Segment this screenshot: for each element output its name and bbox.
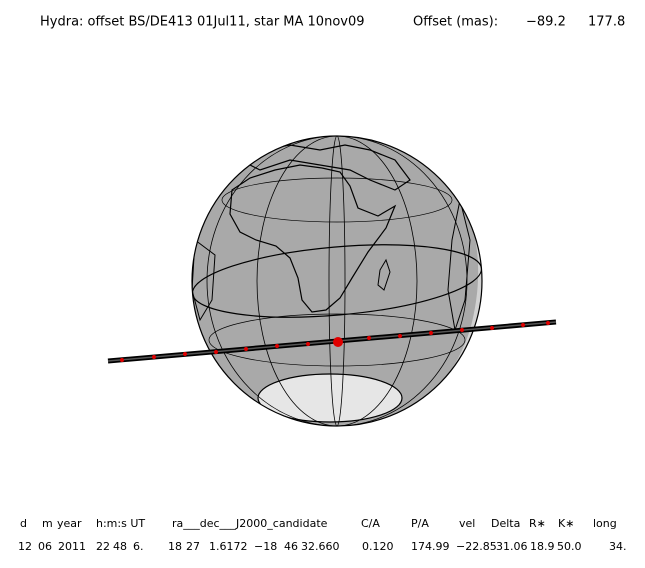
cell-value: 18 [168, 540, 182, 553]
cell-value: 50.0 [557, 540, 582, 553]
cell-value: −22.85 [456, 540, 497, 553]
title: Hydra: offset BS/DE413 01Jul11, star MA … [40, 15, 365, 30]
cell-value: 32.660 [301, 540, 340, 553]
cell-value: 2011 [58, 540, 86, 553]
cell-value: 46 [284, 540, 298, 553]
column-header: d [20, 517, 27, 530]
offset-value: 177.8 [588, 15, 625, 30]
cell-value: 48 [113, 540, 127, 553]
shadow-track [107, 319, 557, 364]
cell-value: 27 [186, 540, 200, 553]
column-header: vel [459, 517, 475, 530]
cell-value: −18 [254, 540, 277, 553]
cell-value: 6. [133, 540, 144, 553]
cell-value: 174.99 [411, 540, 450, 553]
cell-value: 12 [18, 540, 32, 553]
closest-approach [333, 337, 343, 347]
globe [191, 135, 483, 427]
column-header: Delta [491, 517, 520, 530]
cell-value: 1.6172 [209, 540, 248, 553]
cell-value: 18.9 [530, 540, 555, 553]
cell-value: 31.06 [496, 540, 528, 553]
offset-value: −89.2 [526, 15, 566, 30]
cell-value: 06 [38, 540, 52, 553]
column-header: P/A [411, 517, 429, 530]
data-table: d m year h:m:s UT ra___dec___J2000_candidate… [18, 517, 627, 553]
column-header: h:m:s UT [96, 517, 145, 530]
column-header: year [57, 517, 82, 530]
cell-value: 22 [96, 540, 110, 553]
column-header: C/A [361, 517, 380, 530]
column-header: long [593, 517, 617, 530]
column-header: m [42, 517, 53, 530]
column-header: ra___dec___J2000_candidate [172, 517, 328, 530]
column-header: R∗ [529, 517, 546, 530]
offset-label: Offset (mas): [413, 15, 498, 30]
column-header: K∗ [558, 517, 574, 530]
cell-value: 0.120 [362, 540, 394, 553]
cell-value: 34. [609, 540, 627, 553]
